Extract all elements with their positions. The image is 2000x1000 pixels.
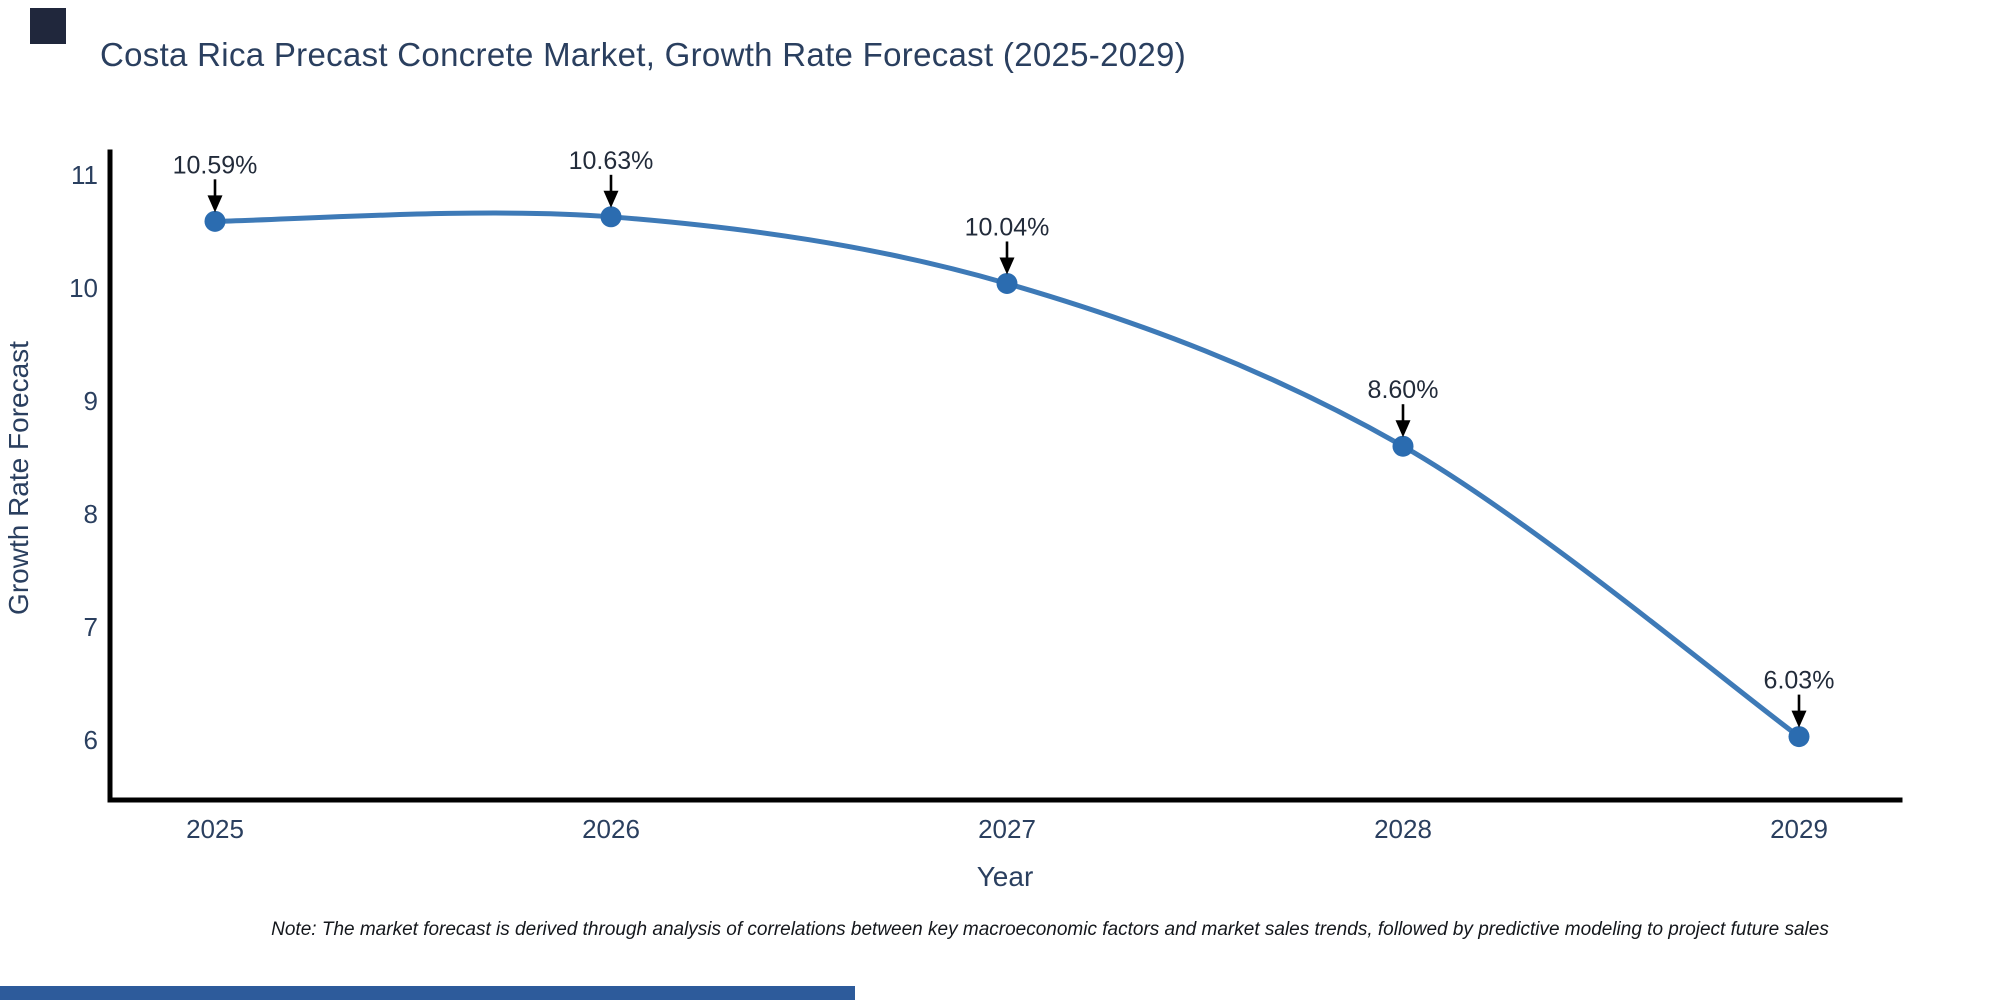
y-tick-label: 6 [84,725,98,755]
chart-title: Costa Rica Precast Concrete Market, Grow… [100,36,1187,73]
x-axis-title: Year [977,861,1034,892]
data-point-label: 10.63% [569,147,654,175]
x-tick-label: 2029 [1770,814,1828,844]
data-series [204,206,1810,748]
annotation-arrowhead-icon [1395,420,1411,438]
data-point [600,206,622,228]
logo-square [30,8,66,44]
data-point-label: 10.04% [965,213,1050,241]
y-axis-title: Growth Rate Forecast [3,341,34,615]
axes [107,149,1903,803]
x-axis-ticks: 2025 2026 2027 2028 2029 [186,814,1828,844]
x-tick-label: 2028 [1374,814,1432,844]
annotation-arrowhead-icon [1791,710,1807,728]
y-tick-label: 9 [84,386,98,416]
data-annotations: 10.59% 10.63% 10.04% 8.60% 6.03% [173,147,1835,728]
annotation-arrowhead-icon [207,195,223,213]
footnote: Note: The market forecast is derived thr… [271,919,1829,940]
y-tick-label: 8 [84,499,98,529]
data-point [996,272,1018,294]
y-tick-label: 7 [84,612,98,642]
annotation-arrowhead-icon [999,257,1015,275]
data-point [1788,726,1810,748]
y-tick-label: 11 [71,160,98,190]
data-point [1392,435,1414,457]
y-tick-label: 10 [69,273,98,303]
data-point-label: 8.60% [1368,376,1439,404]
x-tick-label: 2025 [186,814,244,844]
data-point-label: 10.59% [173,151,258,179]
footer-bar [0,986,855,1000]
data-point-label: 6.03% [1764,667,1835,695]
x-tick-label: 2026 [582,814,640,844]
data-point [204,210,226,232]
annotation-arrowhead-icon [603,190,619,208]
x-tick-label: 2027 [978,814,1036,844]
y-axis-ticks: 6 7 8 9 10 11 [69,160,98,755]
